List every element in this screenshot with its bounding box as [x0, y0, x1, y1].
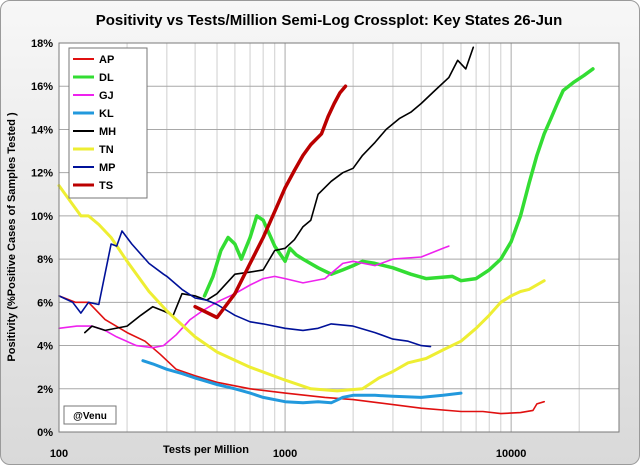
x-tick-label: 100: [50, 448, 68, 460]
x-tick-label: 10000: [496, 448, 527, 460]
series-group: [57, 46, 595, 415]
y-tick-label: 12%: [31, 168, 53, 180]
legend-box: [68, 47, 148, 199]
x-tick-label: 1000: [273, 448, 297, 460]
series-line-mh: [84, 46, 475, 334]
y-tick-label: 6%: [37, 297, 53, 309]
axes: [58, 42, 620, 433]
series-line-dl: [202, 67, 595, 298]
y-tick-label: 8%: [37, 254, 53, 266]
legend-label-mh: MH: [99, 126, 116, 138]
y-tick-label: 16%: [31, 81, 53, 93]
legend-label-gj: GJ: [99, 90, 114, 102]
plot-border: [58, 42, 620, 433]
y-axis-label: Positivity (%Positive Cases of Samples T…: [6, 112, 18, 362]
annotation-text: @Venu: [73, 411, 107, 422]
legend-label-dl: DL: [99, 72, 114, 84]
series-line-ts: [193, 84, 348, 320]
plot-area: [59, 43, 619, 432]
y-tick-label: 4%: [37, 341, 53, 353]
legend: AP DL GJ KL MH TN MP TS: [68, 47, 148, 199]
legend-label-tn: TN: [99, 144, 114, 156]
legend-label-ap: AP: [99, 54, 114, 66]
legend-label-ts: TS: [99, 180, 113, 192]
y-tick-label: 10%: [31, 211, 53, 223]
y-tick-label: 2%: [37, 384, 53, 396]
annotation-box: @Venu: [63, 405, 117, 425]
legend-label-mp: MP: [99, 162, 116, 174]
legend-label-kl: KL: [99, 108, 114, 120]
series-line-tn: [57, 184, 546, 393]
chart-title: Positivity vs Tests/Million Semi-Log Cro…: [96, 12, 563, 29]
y-tick-label: 18%: [31, 38, 53, 50]
y-tick-label: 0%: [37, 427, 53, 439]
series-line-kl: [141, 359, 463, 405]
series-line-mp: [58, 230, 432, 348]
y-tick-label: 14%: [31, 124, 53, 136]
x-axis-label: Tests per Million: [163, 444, 249, 456]
ticks: 0% 2% 4% 6% 8% 10% 12% 14% 16% 18% 100 1000 10000: [31, 38, 526, 460]
